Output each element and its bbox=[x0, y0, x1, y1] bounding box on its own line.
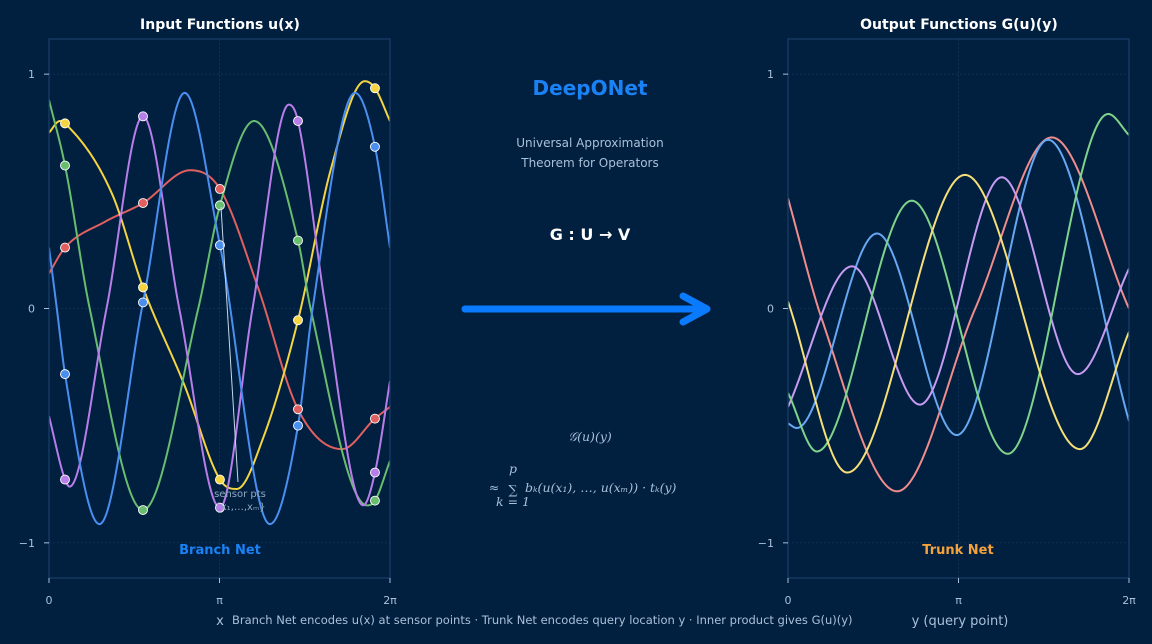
sensor-point-series1-1 bbox=[60, 242, 70, 253]
x-tick-label: 0 bbox=[46, 594, 53, 607]
x-axis-label: x bbox=[216, 614, 224, 629]
formula-lower: k = 1 bbox=[496, 494, 530, 509]
sensor-point-series4-3 bbox=[215, 502, 225, 513]
trunk-net-label: Trunk Net bbox=[922, 543, 993, 558]
series-line-2 bbox=[788, 138, 1129, 437]
sensor-note-line1: sensor pts bbox=[214, 489, 266, 500]
branch-net-label: Branch Net bbox=[179, 543, 261, 558]
sensor-point-series2-3 bbox=[215, 474, 225, 485]
operator-mapping: G : U → V bbox=[550, 225, 631, 244]
sensor-point-series3-4 bbox=[293, 235, 303, 246]
series-line-3 bbox=[788, 176, 1129, 408]
sensor-points bbox=[60, 83, 380, 515]
sensor-annotation-line bbox=[220, 206, 239, 483]
sensor-point-series2-4 bbox=[293, 315, 303, 326]
deeponet-title: DeepONet bbox=[533, 76, 648, 100]
formula-lhs: 𝒢(u)(y) bbox=[568, 429, 612, 444]
x-tick-label: 2π bbox=[383, 594, 397, 607]
sensor-point-series5-2 bbox=[138, 297, 148, 308]
formula-body: bₖ(u(x₁), …, u(xₘ)) · tₖ(y) bbox=[525, 480, 677, 495]
sensor-point-series4-1 bbox=[60, 474, 70, 485]
y-tick-label: 0 bbox=[767, 303, 774, 316]
axis-ticks: 0 π 2π 1 0 −1 bbox=[19, 68, 397, 607]
sensor-point-series3-3 bbox=[215, 200, 225, 211]
axis-ticks: 0 π 2π 1 0 −1 bbox=[758, 68, 1136, 607]
sensor-point-series1-4 bbox=[293, 404, 303, 415]
sensor-point-series5-4 bbox=[293, 420, 303, 431]
formula-approx: ≈ bbox=[489, 480, 499, 495]
sensor-point-series1-3 bbox=[215, 184, 225, 194]
sensor-point-series3-1 bbox=[60, 160, 70, 171]
subtitle-line-2: Theorem for Operators bbox=[520, 156, 659, 170]
x-tick-label: π bbox=[955, 594, 962, 607]
chart-title: Input Functions u(x) bbox=[140, 17, 300, 33]
series-line-4 bbox=[788, 113, 1129, 455]
sensor-point-series3-5 bbox=[370, 495, 380, 506]
right-arrow-icon bbox=[461, 292, 711, 326]
sensor-point-series4-4 bbox=[293, 116, 303, 126]
sensor-point-series2-2 bbox=[138, 282, 148, 293]
sensor-point-series4-2 bbox=[138, 111, 148, 122]
chart-title: Output Functions G(u)(y) bbox=[860, 17, 1058, 33]
center-annotation: DeepONet Universal Approximation Theorem… bbox=[461, 76, 711, 509]
sensor-point-series5-1 bbox=[60, 369, 70, 380]
y-tick-label: 1 bbox=[28, 68, 35, 81]
sensor-point-series5-5 bbox=[370, 141, 380, 152]
input-functions-chart: Input Functions u(x) sensor pts {x₁,…,xₘ… bbox=[19, 17, 397, 629]
sensor-point-series1-5 bbox=[370, 413, 380, 424]
grid bbox=[787, 39, 1130, 578]
formula-sigma: ∑ bbox=[509, 482, 518, 497]
series-line-1 bbox=[788, 136, 1129, 493]
sensor-point-series2-5 bbox=[370, 83, 380, 94]
sensor-point-series3-2 bbox=[138, 505, 148, 515]
x-tick-label: 2π bbox=[1122, 594, 1136, 607]
sensor-point-series5-3 bbox=[215, 240, 225, 251]
y-tick-label: −1 bbox=[19, 537, 35, 550]
x-tick-label: π bbox=[216, 594, 223, 607]
x-axis-label: y (query point) bbox=[912, 614, 1009, 629]
subtitle-line-1: Universal Approximation bbox=[516, 136, 663, 150]
y-tick-label: 0 bbox=[28, 303, 35, 316]
figure-caption: Branch Net encodes u(x) at sensor points… bbox=[232, 613, 853, 627]
formula-upper: p bbox=[509, 461, 517, 476]
series-group bbox=[788, 113, 1129, 493]
sensor-point-series4-5 bbox=[370, 467, 380, 478]
y-tick-label: 1 bbox=[767, 68, 774, 81]
sensor-note-line2: {x₁,…,xₘ} bbox=[214, 502, 265, 513]
sensor-point-series1-2 bbox=[138, 198, 148, 208]
y-tick-label: −1 bbox=[758, 537, 774, 550]
sensor-point-series2-1 bbox=[60, 118, 70, 129]
output-functions-chart: Output Functions G(u)(y) Trunk Net 0 π 2π 1… bbox=[758, 17, 1136, 629]
x-tick-label: 0 bbox=[785, 594, 792, 607]
series-line-5 bbox=[788, 173, 1129, 474]
